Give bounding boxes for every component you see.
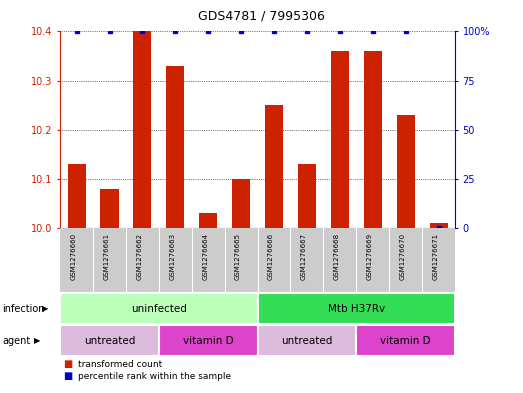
Text: GSM1276669: GSM1276669 — [367, 233, 373, 280]
Bar — [159, 325, 257, 356]
Text: GSM1276671: GSM1276671 — [433, 233, 439, 280]
Text: GSM1276668: GSM1276668 — [334, 233, 340, 280]
Text: infection: infection — [3, 303, 45, 314]
Bar — [429, 223, 448, 228]
Text: GSM1276662: GSM1276662 — [137, 233, 142, 280]
Bar — [396, 115, 415, 228]
Bar — [199, 213, 217, 228]
Bar — [265, 105, 283, 228]
Bar — [166, 66, 185, 228]
Bar — [298, 164, 316, 228]
Text: vitamin D: vitamin D — [183, 336, 234, 346]
Text: ■: ■ — [63, 359, 72, 369]
Text: GSM1276667: GSM1276667 — [301, 233, 307, 280]
Bar — [60, 293, 257, 324]
Text: GSM1276665: GSM1276665 — [235, 233, 241, 280]
Text: GSM1276670: GSM1276670 — [400, 233, 406, 280]
Text: GSM1276663: GSM1276663 — [169, 233, 175, 280]
Text: Mtb H37Rv: Mtb H37Rv — [328, 303, 385, 314]
Bar — [257, 325, 356, 356]
Bar — [232, 179, 250, 228]
Text: ▶: ▶ — [34, 336, 40, 345]
Bar — [257, 293, 455, 324]
Text: uninfected: uninfected — [131, 303, 187, 314]
Bar — [133, 31, 152, 228]
Text: GDS4781 / 7995306: GDS4781 / 7995306 — [198, 10, 325, 23]
Text: ▶: ▶ — [42, 304, 48, 313]
Text: percentile rank within the sample: percentile rank within the sample — [78, 372, 232, 380]
Text: ■: ■ — [63, 371, 72, 381]
Bar — [356, 325, 455, 356]
Text: untreated: untreated — [84, 336, 135, 346]
Text: GSM1276666: GSM1276666 — [268, 233, 274, 280]
Bar — [60, 325, 159, 356]
Text: untreated: untreated — [281, 336, 333, 346]
Bar — [363, 51, 382, 228]
Text: GSM1276664: GSM1276664 — [202, 233, 208, 280]
Bar — [331, 51, 349, 228]
Text: vitamin D: vitamin D — [380, 336, 431, 346]
Text: GSM1276660: GSM1276660 — [71, 233, 76, 280]
Bar — [67, 164, 86, 228]
Text: GSM1276661: GSM1276661 — [104, 233, 109, 280]
Bar — [100, 189, 119, 228]
Text: agent: agent — [3, 336, 31, 346]
Text: transformed count: transformed count — [78, 360, 163, 369]
